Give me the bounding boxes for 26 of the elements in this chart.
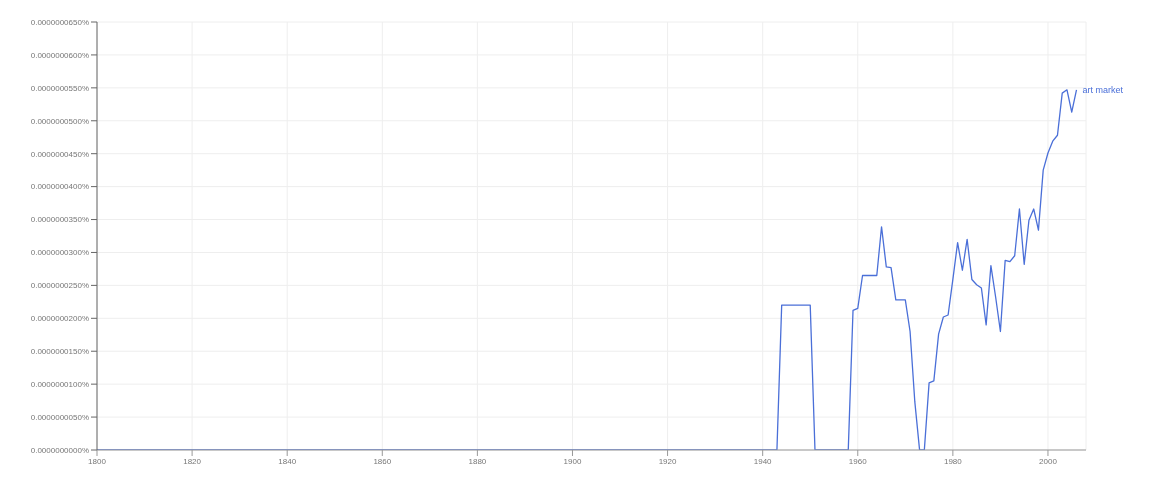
x-tick-label: 1940 — [753, 456, 773, 466]
x-tick-label: 1840 — [278, 456, 297, 466]
y-tick-label: 0.0000000400% — [30, 182, 89, 192]
y-tick-label: 0.0000000450% — [30, 149, 89, 159]
x-tick-label: 1920 — [658, 456, 678, 466]
x-tick-label: 1800 — [88, 456, 107, 466]
y-tick-label: 0.0000000600% — [30, 50, 89, 60]
x-tick-label: 1820 — [183, 456, 202, 466]
y-tick-label: 0.0000000650% — [30, 17, 89, 27]
y-tick-label: 0.0000000150% — [30, 347, 89, 357]
series-label: art market — [1082, 84, 1124, 95]
y-tick-label: 0.0000000100% — [30, 379, 89, 389]
x-tick-label: 1900 — [563, 456, 582, 466]
x-tick-label: 1980 — [943, 456, 963, 466]
y-tick-label: 0.0000000200% — [30, 314, 89, 324]
x-tick-label: 1960 — [848, 456, 868, 466]
y-tick-label: 0.0000000250% — [30, 281, 89, 291]
x-tick-label: 1860 — [373, 456, 392, 466]
y-tick-label: 0.0000000050% — [30, 412, 89, 422]
y-tick-label: 0.0000000550% — [30, 83, 89, 93]
x-tick-label: 1880 — [468, 456, 487, 466]
y-tick-label: 0.0000000350% — [30, 215, 89, 225]
y-tick-label: 0.0000000300% — [30, 248, 89, 258]
x-tick-label: 2000 — [1039, 456, 1058, 466]
y-tick-label: 0.0000000500% — [30, 116, 89, 126]
y-tick-label: 0.0000000000% — [30, 445, 89, 455]
